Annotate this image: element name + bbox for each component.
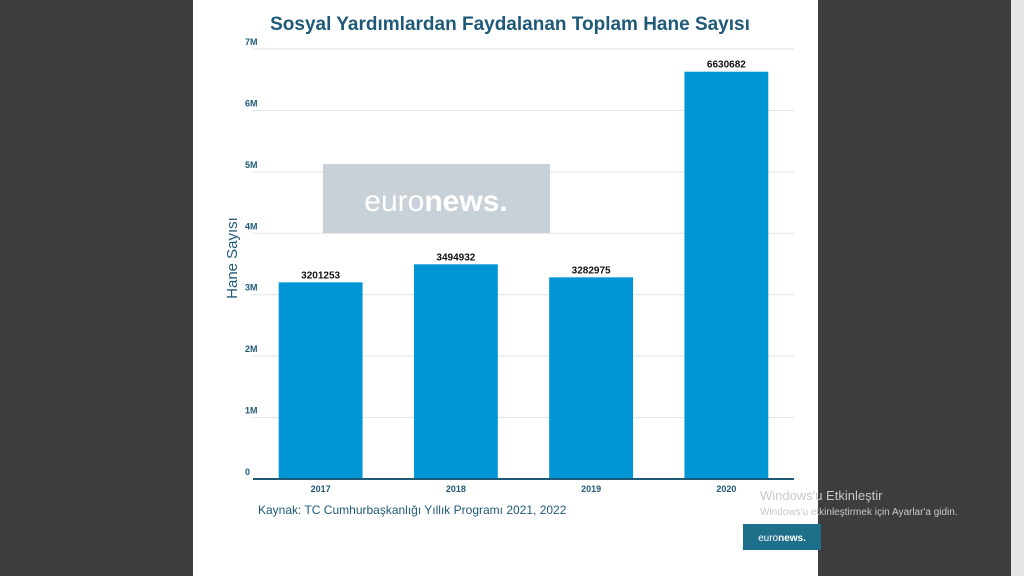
activation-subtitle: Windows'u etkinleştirmek için Ayarlar'a … [760, 507, 958, 518]
y-tick-label: 2M [245, 344, 258, 354]
data-labels: 3201253 3494932 3282975 6630682 [301, 60, 746, 282]
euronews-logo: euronews. [743, 524, 821, 550]
y-tick-label: 5M [245, 160, 258, 170]
y-tick-label: 7M [245, 37, 258, 47]
bar-2020 [684, 71, 769, 479]
y-tick-label: 1M [245, 406, 258, 416]
euronews-logo-svg: euronews. [758, 533, 806, 544]
x-tick-label-2017: 2017 [311, 484, 331, 494]
euronews-watermark: euronews. [323, 164, 550, 233]
y-tick-label: 3M [245, 283, 258, 293]
chart-title: Sosyal Yardımlardan Faydalanan Toplam Ha… [270, 14, 750, 35]
data-label-2018: 3494932 [436, 252, 475, 263]
y-tick-label: 0 [245, 467, 250, 477]
right-edge-strip [1011, 0, 1024, 576]
y-tick-labels: 0 1M 2M 3M 4M 5M 6M 7M [245, 37, 258, 477]
x-tick-label-2019: 2019 [581, 484, 601, 494]
bar-2017 [278, 282, 363, 479]
source-note: Kaynak: TC Cumhurbaşkanlığı Yıllık Progr… [258, 503, 567, 517]
x-tick-label-2020: 2020 [716, 484, 736, 494]
y-tick-label: 4M [245, 221, 258, 231]
chart-panel: Sosyal Yardımlardan Faydalanan Toplam Ha… [193, 0, 818, 576]
windows-activation-notice: Windows'u Etkinleştir Windows'u etkinleş… [760, 488, 958, 518]
svg-text:euronews.: euronews. [758, 533, 806, 544]
bar-2018 [413, 264, 498, 479]
data-label-2020: 6630682 [707, 60, 746, 71]
chart-svg: Sosyal Yardımlardan Faydalanan Toplam Ha… [224, 14, 794, 517]
bars [278, 71, 769, 479]
x-tick-labels: 2017 2018 2019 2020 [311, 484, 737, 494]
svg-text:euronews.: euronews. [364, 185, 507, 218]
data-label-2019: 3282975 [572, 265, 611, 276]
bar-2019 [549, 277, 634, 479]
data-label-2017: 3201253 [301, 270, 340, 281]
x-tick-label-2018: 2018 [446, 484, 466, 494]
activation-title: Windows'u Etkinleştir [760, 488, 883, 503]
y-tick-label: 6M [245, 98, 258, 108]
y-axis-label: Hane Sayısı [224, 217, 241, 299]
